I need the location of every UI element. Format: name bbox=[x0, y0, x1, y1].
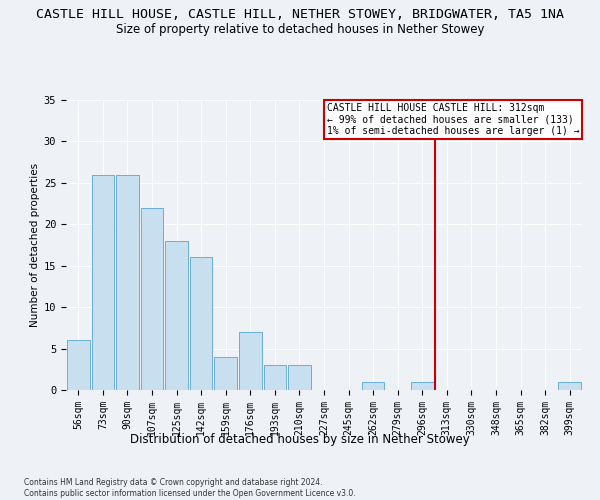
Text: Size of property relative to detached houses in Nether Stowey: Size of property relative to detached ho… bbox=[116, 22, 484, 36]
Bar bbox=[116, 174, 139, 390]
Bar bbox=[214, 357, 237, 390]
Bar bbox=[67, 340, 89, 390]
Bar bbox=[263, 365, 286, 390]
Bar bbox=[92, 174, 114, 390]
Text: CASTLE HILL HOUSE CASTLE HILL: 312sqm
← 99% of detached houses are smaller (133): CASTLE HILL HOUSE CASTLE HILL: 312sqm ← … bbox=[326, 103, 579, 136]
Bar bbox=[362, 382, 385, 390]
Bar bbox=[190, 258, 212, 390]
Bar bbox=[140, 208, 163, 390]
Bar bbox=[411, 382, 434, 390]
Y-axis label: Number of detached properties: Number of detached properties bbox=[29, 163, 40, 327]
Text: CASTLE HILL HOUSE, CASTLE HILL, NETHER STOWEY, BRIDGWATER, TA5 1NA: CASTLE HILL HOUSE, CASTLE HILL, NETHER S… bbox=[36, 8, 564, 20]
Bar bbox=[239, 332, 262, 390]
Bar bbox=[559, 382, 581, 390]
Text: Distribution of detached houses by size in Nether Stowey: Distribution of detached houses by size … bbox=[130, 432, 470, 446]
Bar bbox=[288, 365, 311, 390]
Text: Contains HM Land Registry data © Crown copyright and database right 2024.
Contai: Contains HM Land Registry data © Crown c… bbox=[24, 478, 356, 498]
Bar bbox=[165, 241, 188, 390]
